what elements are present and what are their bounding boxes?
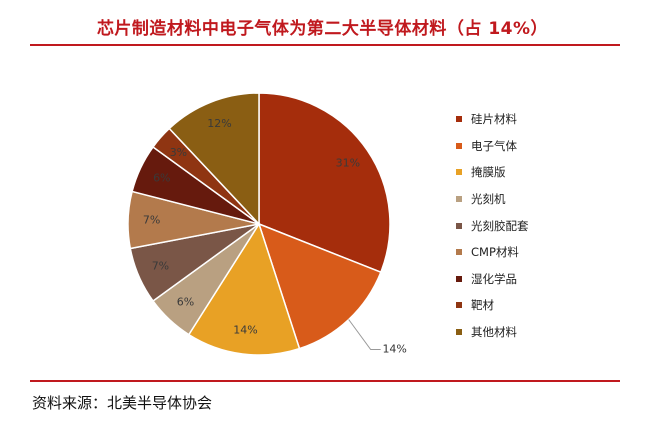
legend-item: 硅片材料: [456, 106, 529, 133]
chart-title: 芯片制造材料中电子气体为第二大半导体材料（占 14%）: [96, 19, 549, 39]
legend-swatch: [456, 275, 462, 282]
legend-item: 湿化学品: [456, 266, 529, 293]
legend-swatch: [456, 302, 462, 309]
legend-label: 靶材: [471, 298, 494, 313]
title-divider: [30, 44, 620, 46]
legend-label: CMP材料: [471, 245, 519, 260]
legend-label: 掩膜版: [471, 165, 506, 180]
legend-label: 电子气体: [471, 138, 517, 153]
legend-swatch: [456, 249, 462, 256]
slice-label: 7%: [143, 214, 160, 227]
source-divider: [30, 380, 620, 382]
legend-item: 电子气体: [456, 133, 529, 160]
legend: 硅片材料电子气体掩膜版光刻机光刻胶配套 CMP材料湿化学品靶材其他材料: [456, 106, 529, 345]
slice-label: 14%: [382, 342, 406, 355]
legend-swatch: [456, 196, 462, 203]
legend-label: 湿化学品: [471, 271, 517, 286]
pie-slice: [187, 222, 301, 356]
legend-item: CMP材料: [456, 239, 529, 266]
slice-label: 3%: [170, 146, 187, 159]
slice-label: 31%: [336, 157, 360, 170]
slice-label: 7%: [152, 260, 169, 273]
legend-swatch: [456, 329, 462, 336]
legend-label: 光刻机: [471, 192, 506, 207]
legend-label: 其他材料: [471, 325, 517, 340]
legend-swatch: [456, 116, 462, 123]
legend-label: 硅片材料: [471, 112, 517, 127]
slice-label: 6%: [153, 171, 170, 184]
pie-slice: [258, 92, 391, 274]
legend-label: 光刻胶配套: [471, 218, 529, 233]
legend-item: 光刻机: [456, 186, 529, 213]
pie-slice: [168, 92, 260, 226]
legend-item: 其他材料: [456, 319, 529, 346]
legend-swatch: [456, 169, 462, 176]
slice-label: 12%: [207, 117, 231, 130]
slice-label: 14%: [233, 324, 257, 337]
source-note: 资料来源：北美半导体协会: [32, 394, 213, 412]
legend-item: 光刻胶配套: [456, 212, 529, 239]
legend-swatch: [456, 142, 462, 149]
legend-item: 掩膜版: [456, 159, 529, 186]
legend-item: 靶材: [456, 292, 529, 319]
leader-line: [348, 319, 381, 350]
slice-label: 6%: [177, 295, 194, 308]
legend-swatch: [456, 222, 462, 229]
